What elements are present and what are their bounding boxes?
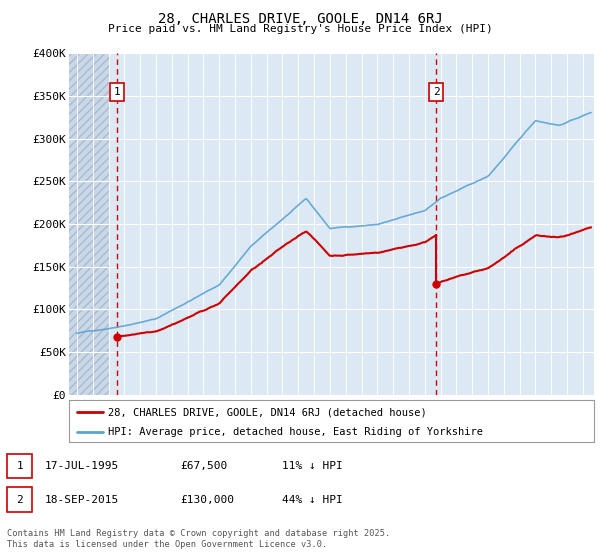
Text: £67,500: £67,500 (180, 461, 227, 471)
Text: Contains HM Land Registry data © Crown copyright and database right 2025.
This d: Contains HM Land Registry data © Crown c… (7, 529, 391, 549)
Text: 11% ↓ HPI: 11% ↓ HPI (282, 461, 343, 471)
Text: 44% ↓ HPI: 44% ↓ HPI (282, 494, 343, 505)
Text: 1: 1 (16, 461, 23, 471)
Text: 18-SEP-2015: 18-SEP-2015 (45, 494, 119, 505)
Text: HPI: Average price, detached house, East Riding of Yorkshire: HPI: Average price, detached house, East… (109, 427, 484, 437)
Text: 2: 2 (433, 87, 440, 97)
Text: 1: 1 (113, 87, 121, 97)
Text: 28, CHARLES DRIVE, GOOLE, DN14 6RJ (detached house): 28, CHARLES DRIVE, GOOLE, DN14 6RJ (deta… (109, 407, 427, 417)
Text: 2: 2 (16, 494, 23, 505)
Bar (69, 53, 109, 395)
Text: Price paid vs. HM Land Registry's House Price Index (HPI): Price paid vs. HM Land Registry's House … (107, 24, 493, 34)
Text: 28, CHARLES DRIVE, GOOLE, DN14 6RJ: 28, CHARLES DRIVE, GOOLE, DN14 6RJ (158, 12, 442, 26)
Text: 17-JUL-1995: 17-JUL-1995 (45, 461, 119, 471)
Text: £130,000: £130,000 (180, 494, 234, 505)
